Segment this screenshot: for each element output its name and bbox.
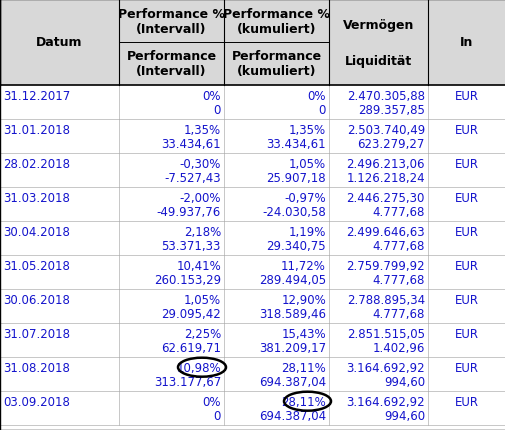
Text: 289.357,85: 289.357,85 [358,104,424,117]
Text: 0%: 0% [307,89,325,102]
Text: 318.589,46: 318.589,46 [259,307,325,320]
Text: 28.02.2018: 28.02.2018 [3,157,70,170]
Text: 12,90%: 12,90% [281,293,325,306]
Text: EUR: EUR [454,395,478,408]
Text: EUR: EUR [454,327,478,340]
Text: 0%: 0% [202,395,221,408]
Text: 2,18%: 2,18% [183,225,221,238]
Text: Performance %
(Intervall): Performance % (Intervall) [118,7,225,35]
Text: 11,72%: 11,72% [281,259,325,272]
Text: 4.777,68: 4.777,68 [372,307,424,320]
Bar [0,187,505,221]
Text: 260.153,29: 260.153,29 [154,273,221,286]
Text: Vermögen: Vermögen [342,19,414,32]
Text: 10,41%: 10,41% [176,259,221,272]
Text: Performance
(Intervall): Performance (Intervall) [126,50,216,78]
Text: 1,05%: 1,05% [183,293,221,306]
Text: -7.527,43: -7.527,43 [164,172,221,184]
Text: 381.209,17: 381.209,17 [259,341,325,354]
Text: 0: 0 [318,104,325,117]
Text: 694.387,04: 694.387,04 [259,409,325,422]
Text: Liquidität: Liquidität [344,55,411,68]
Text: -0,30%: -0,30% [179,157,221,170]
Text: 31.03.2018: 31.03.2018 [3,191,70,204]
Text: 2.446.275,30: 2.446.275,30 [346,191,424,204]
Bar [0,154,505,187]
Text: 2.851.515,05: 2.851.515,05 [346,327,424,340]
Text: 2.496.213,06: 2.496.213,06 [346,157,424,170]
Text: 3.164.692,92: 3.164.692,92 [346,361,424,374]
Text: 33.434,61: 33.434,61 [266,138,325,150]
Text: In: In [460,37,473,49]
Text: 1,35%: 1,35% [183,123,221,136]
Bar [0,221,505,255]
Text: 1,19%: 1,19% [288,225,325,238]
Text: 2,25%: 2,25% [183,327,221,340]
Text: EUR: EUR [454,191,478,204]
Text: -49.937,76: -49.937,76 [157,206,221,218]
Text: 994,60: 994,60 [383,409,424,422]
Text: 28,11%: 28,11% [281,395,325,408]
Text: 31.07.2018: 31.07.2018 [3,327,70,340]
Text: EUR: EUR [454,123,478,136]
Text: 2.788.895,34: 2.788.895,34 [346,293,424,306]
Text: Performance %
(kumuliert): Performance % (kumuliert) [223,7,329,35]
Text: 313.177,67: 313.177,67 [154,375,221,388]
Text: 31.08.2018: 31.08.2018 [3,361,70,374]
Bar [0,391,505,425]
Text: 994,60: 994,60 [383,375,424,388]
Text: 694.387,04: 694.387,04 [259,375,325,388]
Bar [0,323,505,357]
Text: EUR: EUR [454,225,478,238]
Text: 29.340,75: 29.340,75 [266,240,325,252]
Text: EUR: EUR [454,361,478,374]
Text: 31.12.2017: 31.12.2017 [3,89,70,102]
Bar [0,255,505,289]
Text: 1,05%: 1,05% [288,157,325,170]
Text: 30.06.2018: 30.06.2018 [3,293,70,306]
Text: Performance
(kumuliert): Performance (kumuliert) [231,50,321,78]
Text: 03.09.2018: 03.09.2018 [3,395,70,408]
Bar [0,86,505,120]
Text: -2,00%: -2,00% [179,191,221,204]
Text: 53.371,33: 53.371,33 [161,240,221,252]
Text: EUR: EUR [454,259,478,272]
Text: 0: 0 [213,409,221,422]
Bar [0,289,505,323]
Text: 2.759.799,92: 2.759.799,92 [346,259,424,272]
Text: 0: 0 [213,104,221,117]
Text: 2.499.646,63: 2.499.646,63 [346,225,424,238]
Text: 4.777,68: 4.777,68 [372,206,424,218]
Text: -24.030,58: -24.030,58 [262,206,325,218]
Bar [0,357,505,391]
Bar [0,0,505,86]
Text: 1.402,96: 1.402,96 [372,341,424,354]
Text: 25.907,18: 25.907,18 [266,172,325,184]
Text: 4.777,68: 4.777,68 [372,273,424,286]
Text: Datum: Datum [36,37,83,49]
Text: 3.164.692,92: 3.164.692,92 [346,395,424,408]
Text: 4.777,68: 4.777,68 [372,240,424,252]
Text: EUR: EUR [454,293,478,306]
Text: EUR: EUR [454,89,478,102]
Bar [0,120,505,154]
Text: 1,35%: 1,35% [288,123,325,136]
Text: -0,97%: -0,97% [284,191,325,204]
Text: 33.434,61: 33.434,61 [161,138,221,150]
Text: 10,98%: 10,98% [176,361,221,374]
Text: 31.01.2018: 31.01.2018 [3,123,70,136]
Text: 2.470.305,88: 2.470.305,88 [346,89,424,102]
Text: EUR: EUR [454,157,478,170]
Text: 15,43%: 15,43% [281,327,325,340]
Text: 623.279,27: 623.279,27 [357,138,424,150]
Text: 1.126.218,24: 1.126.218,24 [346,172,424,184]
Text: 62.619,71: 62.619,71 [161,341,221,354]
Text: 0%: 0% [202,89,221,102]
Text: 30.04.2018: 30.04.2018 [3,225,70,238]
Text: 289.494,05: 289.494,05 [259,273,325,286]
Text: 31.05.2018: 31.05.2018 [3,259,70,272]
Text: 29.095,42: 29.095,42 [161,307,221,320]
Text: 2.503.740,49: 2.503.740,49 [346,123,424,136]
Text: 28,11%: 28,11% [281,361,325,374]
